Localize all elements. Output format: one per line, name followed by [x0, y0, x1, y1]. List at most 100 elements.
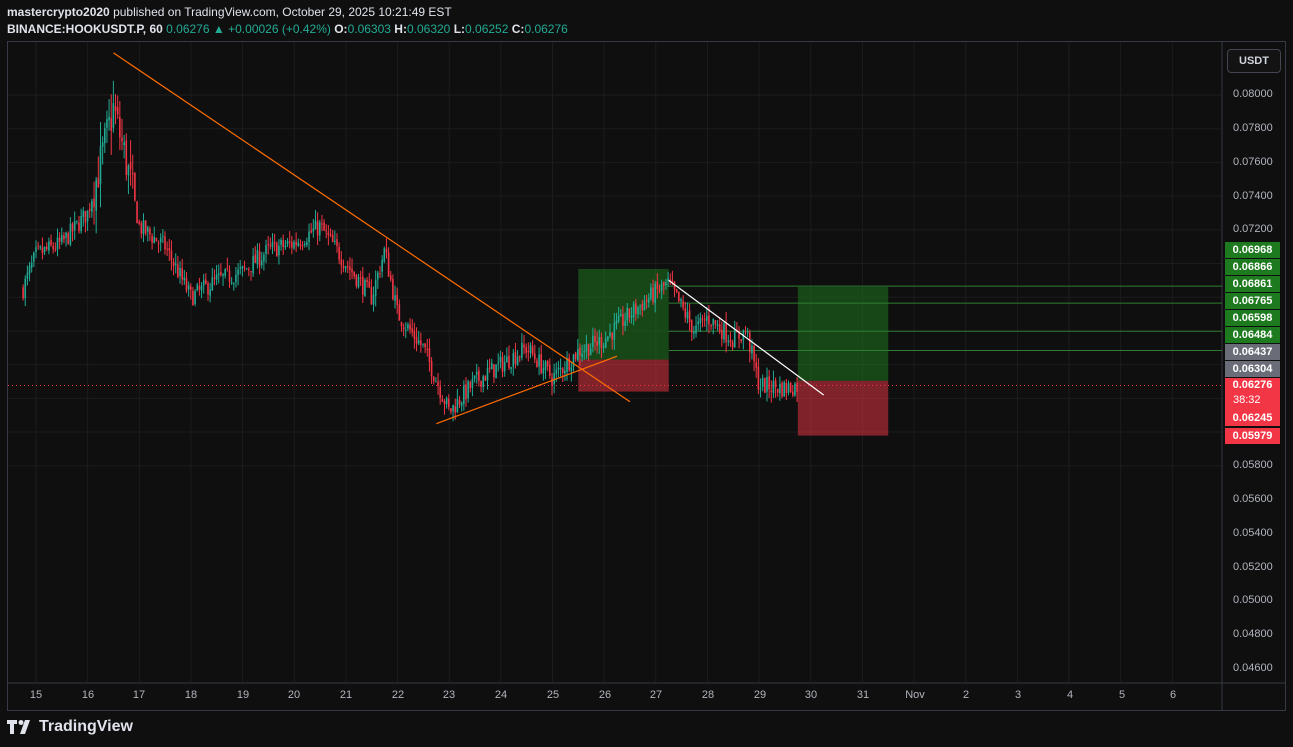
candle-body	[581, 353, 583, 358]
candle-body	[129, 162, 132, 170]
candle-body	[751, 345, 753, 354]
candle-body	[359, 277, 362, 279]
candle-body	[684, 308, 687, 318]
author-name[interactable]: mastercrypto2020	[7, 5, 110, 19]
candle-body	[357, 276, 360, 288]
candle-body	[71, 223, 74, 232]
candle-body	[490, 362, 493, 370]
candle-body	[381, 259, 383, 272]
candle-body	[151, 236, 153, 243]
candle-body	[394, 295, 396, 301]
candle-body	[510, 367, 512, 370]
candle-body	[207, 283, 209, 295]
candle-body	[196, 284, 199, 291]
candle-body	[731, 342, 734, 348]
symbol-name[interactable]: BINANCE:HOOKUSDT.P, 60	[7, 22, 163, 36]
candle-body	[97, 178, 100, 188]
candle-body	[619, 314, 622, 317]
tradingview-logo[interactable]: TradingView	[7, 718, 133, 736]
candle-body	[551, 377, 553, 386]
candle-body	[303, 244, 306, 246]
candle-body	[467, 381, 469, 399]
candle-body	[415, 337, 418, 344]
candle-body	[609, 332, 611, 336]
position-profit-zone	[797, 286, 889, 381]
y-tick-label: 0.08000	[1233, 88, 1273, 100]
candle-body	[740, 339, 742, 342]
candle-body	[658, 289, 661, 292]
candle-body	[95, 179, 97, 212]
candle-body	[222, 274, 224, 276]
x-tick-label: Nov	[905, 689, 925, 701]
candle-body	[250, 271, 252, 273]
candle-body	[570, 367, 573, 372]
candle-body	[746, 331, 749, 333]
low-value: 0.06252	[465, 22, 509, 36]
candle-body	[723, 323, 725, 340]
candle-body	[596, 341, 598, 346]
price-tag-stop: 0.05979	[1225, 428, 1280, 444]
x-tick-label: 6	[1169, 689, 1177, 701]
candle-body	[383, 248, 386, 262]
candle-body	[454, 406, 457, 413]
candle-body	[501, 357, 504, 372]
x-tick-label: 20	[287, 689, 301, 701]
candle-body	[652, 287, 654, 303]
candle-body	[217, 273, 220, 276]
candle-body	[170, 250, 173, 261]
candle-body	[549, 365, 551, 377]
candle-body	[220, 272, 222, 275]
candle-body	[312, 228, 315, 232]
candle-body	[189, 286, 192, 290]
candle-body	[275, 243, 278, 257]
candle-body	[284, 245, 287, 248]
candle-body	[733, 330, 736, 348]
candle-body	[22, 287, 24, 299]
candle-body	[318, 222, 321, 236]
position-loss-zone	[797, 380, 889, 436]
low-label: L:	[453, 22, 466, 36]
candle-body	[321, 223, 323, 225]
candle-body	[523, 344, 525, 348]
candle-body	[701, 318, 704, 320]
candle-body	[114, 106, 117, 111]
candle-body	[353, 271, 355, 277]
candle-body	[693, 331, 695, 334]
candle-body	[604, 338, 607, 348]
candle-body	[422, 343, 424, 345]
x-tick-label: 18	[184, 689, 198, 701]
candle-body	[447, 398, 450, 408]
candle-body	[628, 308, 631, 318]
candle-body	[366, 279, 368, 283]
candle-body	[708, 315, 710, 325]
y-tick-label: 0.05600	[1233, 493, 1273, 505]
candle-body	[153, 237, 156, 243]
price-tag-level: 0.06484	[1225, 327, 1280, 343]
candle-body	[400, 322, 403, 327]
candle-body	[263, 254, 265, 262]
open-label: O:	[334, 22, 348, 36]
x-tick-label: 26	[598, 689, 612, 701]
candle-body	[557, 367, 560, 370]
candle-body	[785, 383, 788, 393]
candle-body	[254, 254, 257, 264]
candle-body	[695, 325, 697, 334]
candle-body	[351, 268, 353, 273]
candle-body	[280, 239, 282, 245]
candle-body	[768, 376, 770, 390]
candle-body	[230, 282, 233, 284]
candle-body	[288, 241, 291, 243]
close-label: C:	[511, 22, 525, 36]
currency-button[interactable]: USDT	[1227, 49, 1281, 73]
candle-body	[33, 252, 35, 262]
candle-body	[574, 352, 577, 360]
candle-body	[407, 324, 409, 329]
candle-body	[478, 370, 480, 381]
candle-body	[121, 137, 123, 142]
candle-body	[413, 330, 416, 339]
candle-body	[310, 230, 312, 233]
candle-body	[656, 282, 659, 289]
x-tick-label: 31	[856, 689, 870, 701]
candle-body	[624, 321, 626, 326]
